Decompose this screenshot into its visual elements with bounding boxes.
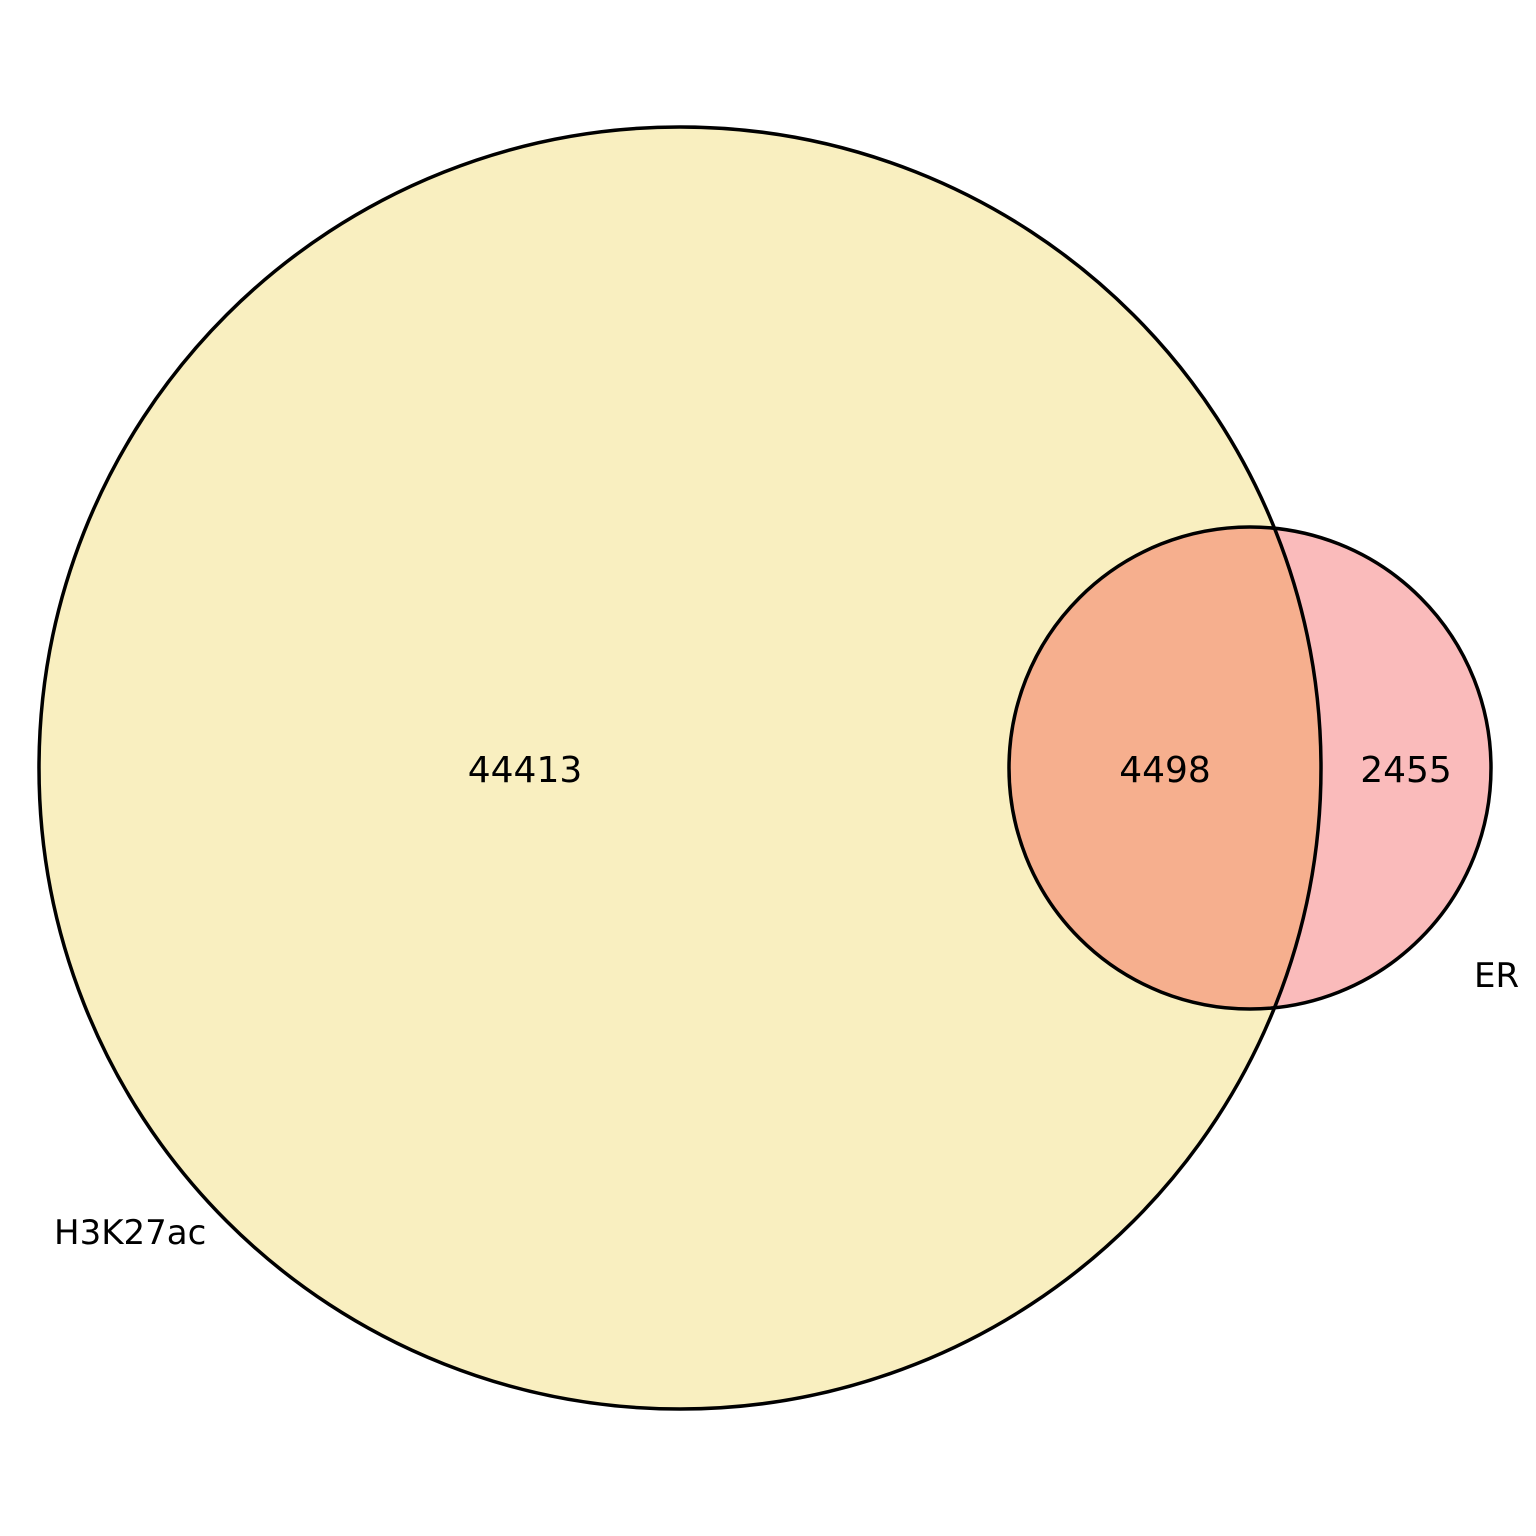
er-only-count: 2455 xyxy=(1360,750,1452,791)
h3k27ac-set-label: H3K27ac xyxy=(54,1213,206,1253)
intersection-fill xyxy=(1009,527,1321,1009)
intersection-count: 4498 xyxy=(1119,750,1211,791)
h3k27ac-circle-outline xyxy=(37,125,1323,1411)
er-set-label: ER xyxy=(1474,956,1519,996)
h3k27ac-circle-fill xyxy=(39,127,1321,1409)
h3k27ac-only-count: 44413 xyxy=(468,750,583,791)
er-circle-outline xyxy=(1007,525,1493,1011)
